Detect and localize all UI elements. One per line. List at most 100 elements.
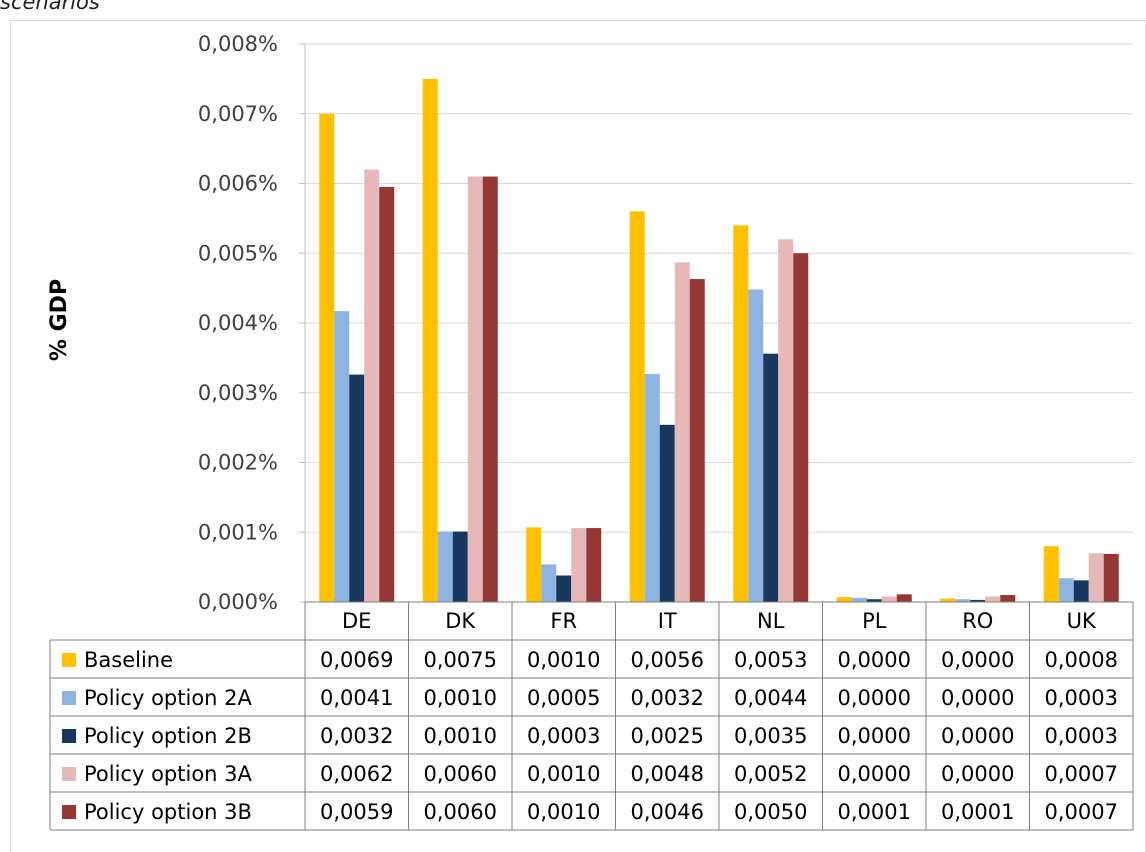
data-label: 0,0010 — [424, 686, 497, 710]
bar — [556, 575, 572, 602]
data-label: 0,0032 — [631, 686, 704, 710]
legend-label: Policy option 2B — [84, 724, 252, 748]
data-label: 0,0060 — [424, 762, 497, 786]
bar — [763, 353, 779, 602]
data-label: 0,0000 — [941, 724, 1014, 748]
legend-swatch — [62, 729, 76, 743]
data-table: DE DK FR IT NL PL RO UK Baseline 0,0069 0,0075 0,00… — [49, 601, 1134, 831]
bar — [349, 374, 365, 602]
data-label: 0,0007 — [1045, 762, 1118, 786]
data-label: 0,0025 — [631, 724, 704, 748]
bar — [866, 599, 882, 602]
bar — [1103, 553, 1119, 602]
category-label: RO — [962, 609, 993, 633]
bar — [452, 531, 468, 602]
legend-swatch — [62, 653, 76, 667]
bar — [851, 597, 867, 602]
category-label: NL — [757, 609, 785, 633]
bar — [778, 239, 794, 603]
data-label: 0,0046 — [631, 800, 704, 824]
chart-caption: scenarios — [0, 0, 100, 14]
y-axis-label: % GDP — [47, 279, 72, 361]
y-tick-label: 0,008% — [198, 32, 278, 56]
y-tick-label: 0,000% — [198, 590, 278, 614]
data-label: 0,0050 — [734, 800, 807, 824]
bar — [985, 596, 1001, 602]
data-label: 0,0003 — [527, 724, 600, 748]
data-label: 0,0041 — [320, 686, 393, 710]
category-label: PL — [862, 609, 887, 633]
data-label: 0,0060 — [424, 800, 497, 824]
category-label: DE — [342, 609, 371, 633]
data-label: 0,0001 — [838, 800, 911, 824]
bar — [1058, 578, 1074, 602]
data-label: 0,0056 — [631, 648, 704, 672]
legend-label: Policy option 3B — [84, 800, 252, 824]
data-label: 0,0032 — [320, 724, 393, 748]
bar — [526, 527, 542, 602]
data-label: 0,0008 — [1045, 648, 1118, 672]
bars — [319, 78, 1119, 603]
legend-swatch — [62, 805, 76, 819]
bar — [955, 599, 971, 602]
bar — [629, 211, 645, 602]
data-label: 0,0005 — [527, 686, 600, 710]
bar — [659, 424, 675, 602]
data-label: 0,0048 — [631, 762, 704, 786]
y-tick-label: 0,005% — [198, 241, 278, 265]
bar — [1073, 580, 1089, 602]
data-label: 0,0003 — [1045, 686, 1118, 710]
bar — [881, 596, 897, 602]
bar — [586, 528, 602, 602]
bar — [379, 186, 395, 603]
data-label: 0,0044 — [734, 686, 807, 710]
data-label: 0,0000 — [941, 762, 1014, 786]
bar — [571, 528, 587, 602]
category-label: IT — [658, 609, 677, 633]
bar — [334, 311, 350, 602]
data-label: 0,0003 — [1045, 724, 1118, 748]
data-label: 0,0000 — [941, 648, 1014, 672]
data-label: 0,0000 — [838, 762, 911, 786]
bar — [1088, 553, 1104, 602]
bar — [644, 373, 660, 602]
legend-swatch — [62, 691, 76, 705]
bar — [364, 169, 380, 603]
y-axis-ticks: 0,000% 0,001% 0,002% 0,003% 0,004% 0,005% 0,00… — [198, 32, 278, 614]
y-tick-label: 0,002% — [198, 451, 278, 475]
bar — [896, 594, 912, 602]
data-label: 0,0035 — [734, 724, 807, 748]
bar — [422, 78, 438, 602]
data-label: 0,0010 — [527, 762, 600, 786]
y-tick-label: 0,001% — [198, 520, 278, 544]
bar — [940, 598, 956, 602]
y-tick-label: 0,007% — [198, 102, 278, 126]
data-label: 0,0000 — [838, 686, 911, 710]
data-label: 0,0000 — [838, 724, 911, 748]
bar — [319, 113, 335, 602]
bar — [1000, 595, 1016, 602]
bar — [733, 225, 749, 602]
data-label: 0,0075 — [424, 648, 497, 672]
data-label: 0,0007 — [1045, 800, 1118, 824]
data-label: 0,0010 — [527, 648, 600, 672]
bar — [970, 599, 986, 602]
y-tick-label: 0,003% — [198, 381, 278, 405]
gridlines — [299, 43, 1133, 603]
data-label: 0,0053 — [734, 648, 807, 672]
bar — [437, 531, 453, 602]
category-label: UK — [1067, 609, 1097, 633]
bar — [748, 289, 764, 602]
bar — [541, 564, 557, 602]
legend-label: Baseline — [84, 648, 173, 672]
bar — [793, 253, 809, 602]
data-label: 0,0052 — [734, 762, 807, 786]
bar — [1043, 546, 1059, 602]
data-label: 0,0062 — [320, 762, 393, 786]
category-label: FR — [550, 609, 577, 633]
bar — [467, 176, 483, 602]
bar — [482, 176, 498, 602]
bar — [689, 279, 705, 602]
data-label: 0,0069 — [320, 648, 393, 672]
